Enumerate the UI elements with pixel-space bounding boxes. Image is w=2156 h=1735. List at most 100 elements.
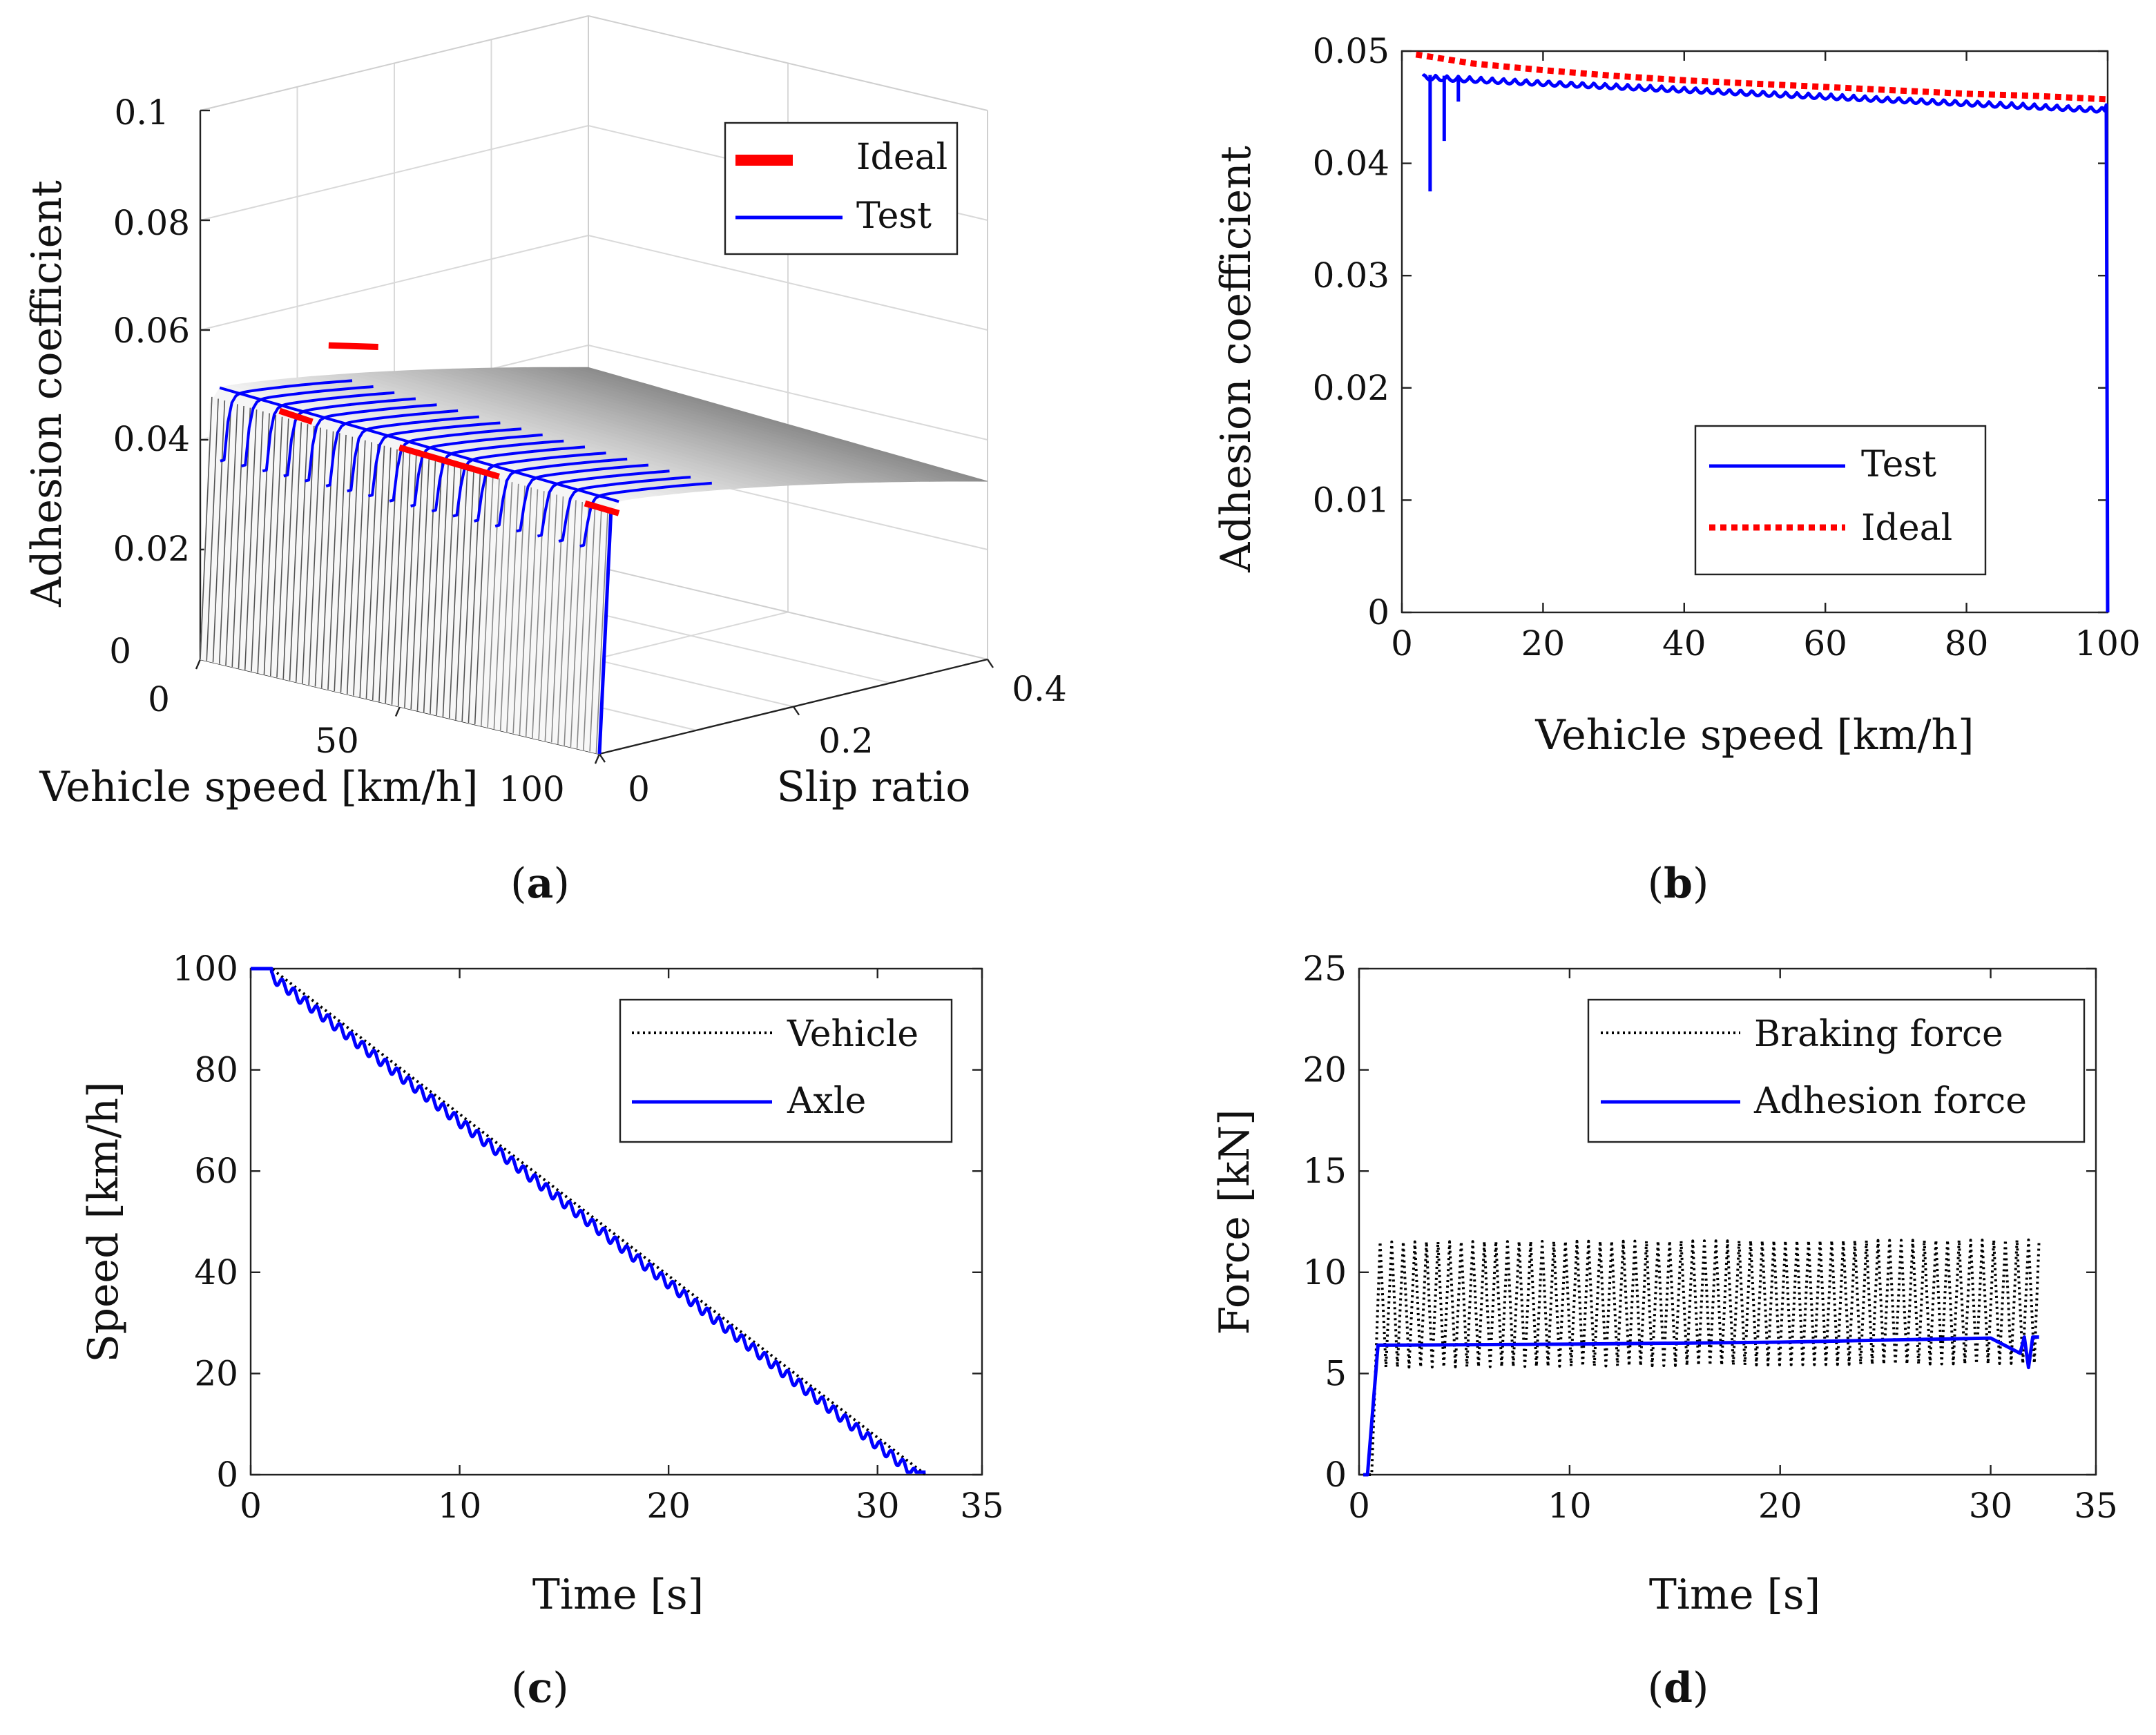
surface-curtain-line [263,415,277,675]
d-y-axis-label: Force [kN] [1211,1109,1259,1335]
series-test-curve [431,439,564,513]
series-ideal-segment [398,444,500,480]
y-tick-label: 25 [1302,949,1347,989]
x-tick-mark [195,659,202,670]
x-tick-label: 30 [1969,1486,2013,1526]
series-test-curve [452,445,586,518]
y-tick-label: 10 [1302,1252,1347,1292]
surface-curtain-line [436,463,449,716]
a-x-axis-label: Vehicle speed [km/h] [39,763,478,811]
y-tick-mark [987,659,994,668]
surface-curtain-line [359,442,372,697]
caption-d: (d) [1648,1664,1709,1712]
legend-b-ideal-label: Ideal [1861,507,1952,549]
legend-b-test-label: Test [1861,444,1936,485]
panel-c-axes-frame [249,967,983,1476]
y-tick-label: 5 [1325,1353,1347,1393]
panel-d-legend: Braking force Adhesion force [1587,998,2086,1143]
surface-curtain-line [506,483,519,733]
legend-c-axle-label: Axle [787,1080,866,1122]
series-test-ridge [219,386,619,503]
x-tick-label: 35 [960,1486,1004,1526]
surface-curtain-line [269,416,283,677]
x-tick-label: 35 [2074,1486,2118,1526]
a-xtick-1: 50 [315,721,359,761]
surface-curtain-line [334,434,347,692]
panel-a-y-ticks: 0 0.2 0.4 [628,669,1067,809]
surface-curtain-line [589,507,602,752]
panel-a-surface [200,367,988,755]
y-tick-label: 0.05 [1313,31,1389,71]
c-x-axis-label: Time [s] [532,1571,704,1619]
series-test-curve [304,403,437,483]
series-ideal-segment [328,342,378,351]
legend-ideal-label: Ideal [856,137,947,178]
x-tick-mark [394,706,401,717]
y-tick-label: 80 [194,1050,238,1090]
panel-a-x-ticks: 0 50 100 [148,679,565,809]
surface-curtain-line [410,456,423,710]
b-y-axis-label: Adhesion coefficient [1212,146,1260,573]
y-tick-label: 20 [194,1353,238,1393]
surface-curtain-line [397,453,411,706]
surface-curtain-line [244,409,258,670]
caption-a: (a) [510,860,570,908]
surface-curtain-line [544,494,558,742]
surface-curtain-line [525,489,539,737]
a-ztick-2: 0.04 [113,419,190,459]
y-tick-label: 100 [173,949,238,989]
x-tick-label: 40 [1662,623,1706,663]
surface-curtain-line [550,496,564,743]
surface-curtain-line [327,433,340,690]
surface-curtain-line [295,424,309,682]
surface-curtain-line [487,478,500,728]
surface-curtain-line [430,462,443,714]
x-tick-label: 20 [1521,623,1566,663]
surface-curtain-line [365,444,379,699]
panel-d-ticks: 0 10 20 30 35 0 5 10 15 20 25 [1302,949,2117,1526]
panel-c-legend: Vehicle Axle [619,998,953,1143]
series-test-curve [325,409,459,487]
a-ztick-3: 0.06 [113,311,190,351]
a-ztick-4: 0.08 [113,203,190,243]
series-test-line [1421,73,2110,613]
y-tick-label: 20 [1302,1050,1347,1090]
series-test-curve [537,469,670,538]
surface-curtain-line [238,407,251,669]
series-ideal-line [1415,51,2108,103]
surface-curtain-line [564,500,577,746]
series-test-curve [410,433,543,507]
surface-curtain-line [340,436,354,693]
panel-b-legend: Test Ideal [1694,425,1987,576]
surface-curtain-line [474,474,488,725]
surface-curtain-line [218,402,232,664]
y-tick-label: 15 [1302,1151,1347,1191]
surface-curtain-line [538,492,551,740]
surface-curtain-line [302,425,315,684]
box-edge [200,15,589,111]
series-adhesion-force-line [1363,1335,2039,1477]
a-xtick-2: 100 [499,769,564,809]
series-axle-line [251,967,927,1474]
surface-curtain-line [353,440,366,696]
a-xtick-0: 0 [148,679,170,719]
y-tick-mark [599,753,606,763]
surface-curtain-line [276,418,289,678]
surface-curtain-line [595,509,609,753]
surface-curtain-line [378,447,392,702]
surface-curtain-line [493,480,507,729]
panel-b-series [1415,51,2110,613]
series-test-curve [347,415,479,493]
y-tick-label: 0 [216,1455,238,1495]
series-test-curve [494,457,628,528]
panel-a-legend: Ideal Test [724,122,959,255]
surface-curtain-line [231,405,244,667]
series-test-curve [283,397,416,478]
series-test-curve [241,385,374,467]
b-x-axis-label: Vehicle speed [km/h] [1534,711,1974,759]
y-tick-label: 40 [194,1252,238,1292]
panel-a-3d-surface: 0 0.02 0.04 0.06 0.08 0.1 0 50 100 0 0.2… [23,15,1067,908]
y-tick-label: 0.02 [1313,368,1389,408]
series-ideal-segment [584,500,620,516]
